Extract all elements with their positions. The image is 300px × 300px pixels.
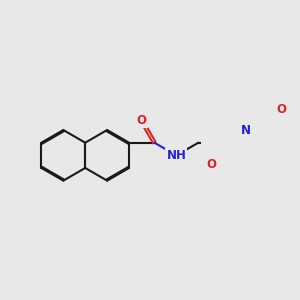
Text: O: O — [277, 103, 287, 116]
Text: O: O — [206, 158, 216, 171]
Text: N: N — [241, 124, 251, 136]
Text: NH: NH — [167, 149, 186, 162]
Text: O: O — [137, 114, 147, 127]
